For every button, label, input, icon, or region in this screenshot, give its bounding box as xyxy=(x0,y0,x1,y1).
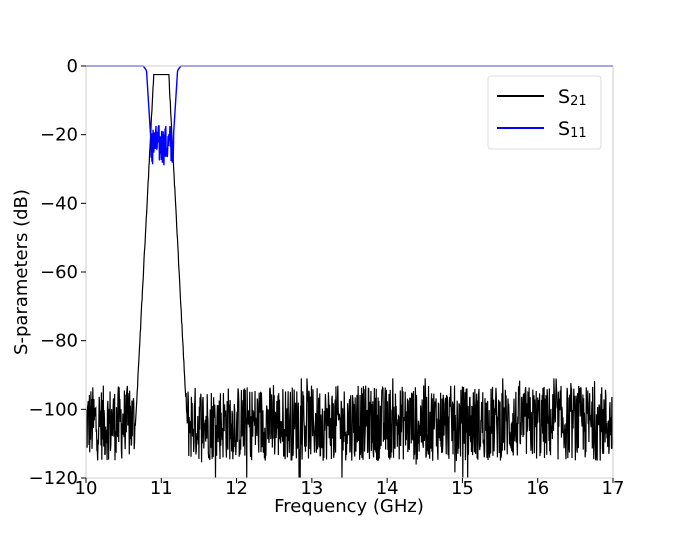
x-tick-label: 16 xyxy=(526,478,549,499)
y-tick-label: −40 xyxy=(40,193,78,214)
y-axis-label: S-parameters (dB) xyxy=(11,189,32,355)
y-tick-label: −80 xyxy=(40,331,78,352)
y-tick-label: −120 xyxy=(29,468,78,489)
x-tick-label: 10 xyxy=(75,478,98,499)
y-axis-ticks: 0 −20 −40 −60 −80 −100 −120 xyxy=(29,56,86,489)
legend: S21 S11 xyxy=(487,75,602,150)
y-tick-label: −20 xyxy=(40,125,78,146)
x-tick-label: 14 xyxy=(376,478,399,499)
x-tick-label: 17 xyxy=(602,478,625,499)
legend-label-s11: S11 xyxy=(558,118,587,141)
x-tick-label: 12 xyxy=(225,478,248,499)
x-tick-label: 11 xyxy=(150,478,173,499)
x-tick-label: 15 xyxy=(451,478,474,499)
y-tick-label: 0 xyxy=(67,56,78,77)
x-axis-ticks: 10 11 12 13 14 15 16 17 xyxy=(75,478,625,499)
y-tick-label: −100 xyxy=(29,399,78,420)
legend-box xyxy=(487,75,602,150)
x-axis-label: Frequency (GHz) xyxy=(274,496,424,517)
y-tick-label: −60 xyxy=(40,262,78,283)
series-s21-line xyxy=(85,73,614,479)
legend-label-s21: S21 xyxy=(558,86,587,109)
x-tick-label: 13 xyxy=(300,478,323,499)
